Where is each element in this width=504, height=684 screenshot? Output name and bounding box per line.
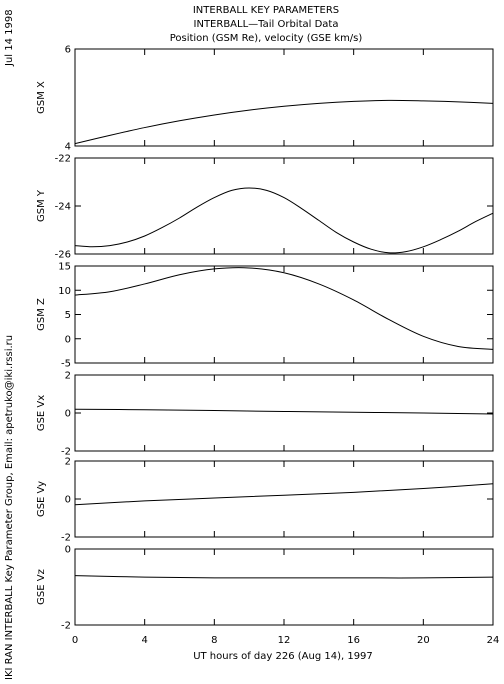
y-axis-label: GSM Y bbox=[36, 189, 47, 222]
panel-frame bbox=[74, 265, 494, 364]
header-description: Position (GSM Re), velocity (GSE km/s) bbox=[170, 33, 363, 44]
y-tick-label: 4 bbox=[65, 142, 71, 153]
series-line-gsm-x bbox=[74, 99, 494, 145]
header-title: INTERBALL KEY PARAMETERS bbox=[193, 5, 339, 16]
y-axis-label: GSE Vy bbox=[36, 481, 47, 517]
y-tick-label: 15 bbox=[58, 262, 71, 273]
series-line-gse-vx bbox=[74, 408, 494, 415]
panel-frame bbox=[74, 48, 494, 147]
x-tick-label: 4 bbox=[141, 635, 147, 646]
x-tick-label: 24 bbox=[487, 635, 500, 646]
y-tick-label: 6 bbox=[65, 45, 71, 56]
x-tick-label: 12 bbox=[278, 635, 291, 646]
x-axis-label: UT hours of day 226 (Aug 14), 1997 bbox=[193, 651, 373, 662]
x-tick-label: 0 bbox=[72, 635, 78, 646]
series-line-gsm-y bbox=[74, 187, 494, 254]
panel-6: -2 0 GSE Vz bbox=[36, 545, 494, 632]
panel-frame bbox=[74, 460, 494, 538]
panel-frame bbox=[74, 157, 494, 255]
x-tick-label: 20 bbox=[417, 635, 430, 646]
credit-line: IKI RAN INTERBALL Key Parameter Group, E… bbox=[4, 335, 15, 680]
y-tick-label: -24 bbox=[55, 202, 71, 213]
panel-5: -2 0 2 GSE Vy bbox=[36, 457, 494, 544]
y-tick-label: 0 bbox=[65, 334, 71, 345]
y-tick-label: -2 bbox=[61, 621, 71, 632]
y-axis-label: GSM Z bbox=[36, 298, 47, 331]
panel-4: -2 0 2 GSE Vx bbox=[36, 371, 494, 458]
y-axis-label: GSE Vz bbox=[36, 569, 47, 605]
y-axis-label: GSM X bbox=[36, 81, 47, 114]
y-tick-label: -2 bbox=[61, 533, 71, 544]
y-tick-label: 0 bbox=[65, 545, 71, 556]
y-tick-label: -2 bbox=[61, 447, 71, 458]
series-line-gsm-z bbox=[74, 267, 494, 350]
header-subtitle: INTERBALL—Tail Orbital Data bbox=[194, 19, 339, 30]
y-tick-label: -5 bbox=[61, 359, 71, 370]
y-tick-label: 5 bbox=[65, 310, 71, 321]
x-axis: UT hours of day 226 (Aug 14), 1997 0 4 8 12… bbox=[72, 635, 500, 662]
series-line-gse-vz bbox=[74, 575, 494, 579]
y-tick-label: -26 bbox=[55, 250, 71, 261]
x-tick-label: 8 bbox=[211, 635, 217, 646]
y-tick-label: 0 bbox=[65, 495, 71, 506]
panel-frame bbox=[74, 548, 494, 626]
panel-1: 4 6 GSM X bbox=[36, 45, 494, 153]
date-stamp: Jul 14 1998 bbox=[4, 9, 15, 67]
y-tick-label: -22 bbox=[55, 154, 71, 165]
panel-2: -26 -24 -22 GSM Y bbox=[36, 154, 494, 261]
y-tick-label: 10 bbox=[58, 286, 71, 297]
y-axis-label: GSE Vx bbox=[36, 395, 47, 431]
x-tick-label: 16 bbox=[347, 635, 360, 646]
y-tick-label: 0 bbox=[65, 409, 71, 420]
y-tick-label: 2 bbox=[65, 457, 71, 468]
series-line-gse-vy bbox=[74, 483, 494, 506]
panel-3: -5 0 5 10 15 GSM Z bbox=[36, 262, 494, 370]
y-tick-label: 2 bbox=[65, 371, 71, 382]
